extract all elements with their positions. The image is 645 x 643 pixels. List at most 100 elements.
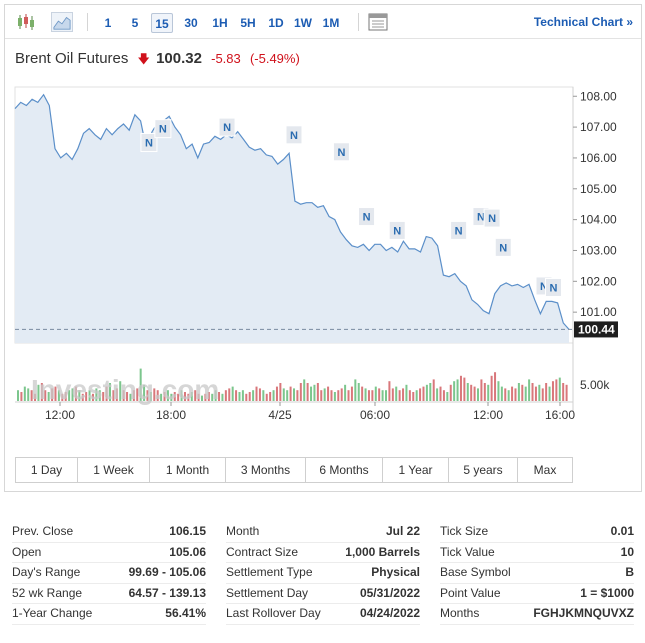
stats-row: Settlement Type Physical bbox=[226, 563, 420, 584]
volume-bar bbox=[511, 386, 514, 401]
timeframe-15[interactable]: 15 bbox=[151, 13, 173, 33]
stat-label: 52 wk Range bbox=[12, 585, 83, 600]
volume-bar bbox=[354, 379, 357, 401]
news-marker[interactable]: N bbox=[154, 119, 172, 139]
candlestick-icon[interactable] bbox=[15, 12, 37, 32]
timeframe-1w[interactable]: 1W bbox=[294, 16, 312, 30]
area-chart-icon[interactable] bbox=[51, 12, 73, 32]
volume-bar bbox=[248, 392, 251, 401]
news-marker[interactable]: N bbox=[285, 125, 303, 145]
news-marker[interactable]: N bbox=[494, 237, 512, 257]
volume-bar bbox=[201, 395, 204, 401]
volume-bar bbox=[347, 390, 350, 401]
technical-chart-link[interactable]: Technical Chart » bbox=[533, 15, 633, 29]
volume-bar bbox=[204, 393, 207, 401]
news-marker[interactable]: N bbox=[332, 142, 350, 162]
stats-column: Tick Size 0.01 Tick Value 10 Base Symbol B Poi… bbox=[440, 522, 634, 625]
volume-bar bbox=[313, 384, 316, 401]
range-1-day[interactable]: 1 Day bbox=[16, 458, 78, 482]
volume-bar bbox=[524, 386, 527, 401]
news-marker[interactable]: N bbox=[218, 117, 236, 137]
timeframe-5[interactable]: 5 bbox=[131, 16, 139, 30]
volume-bar bbox=[265, 393, 268, 401]
volume-bar bbox=[166, 390, 169, 401]
volume-bar bbox=[480, 379, 483, 401]
volume-bar bbox=[207, 392, 210, 401]
volume-bar bbox=[422, 386, 425, 401]
volume-bar bbox=[224, 390, 227, 401]
stat-value: 0.01 bbox=[610, 524, 634, 538]
volume-bar bbox=[194, 390, 197, 401]
volume-bar bbox=[282, 388, 285, 401]
x-tick-label: 06:00 bbox=[360, 408, 390, 422]
table-icon[interactable] bbox=[367, 12, 389, 32]
volume-bar bbox=[57, 390, 60, 401]
news-marker[interactable]: N bbox=[140, 133, 158, 153]
news-marker[interactable]: N bbox=[450, 220, 468, 240]
volume-bar bbox=[316, 383, 319, 401]
svg-text:N: N bbox=[549, 282, 557, 294]
volume-bar bbox=[459, 375, 462, 401]
volume-bar bbox=[500, 386, 503, 401]
volume-bar bbox=[381, 390, 384, 401]
volume-bar bbox=[419, 388, 422, 401]
volume-bar bbox=[562, 383, 565, 401]
svg-text:N: N bbox=[499, 242, 507, 254]
price-chart[interactable]: 108.00 107.00 106.00 105.00 104.00 103.00 102.… bbox=[5, 5, 641, 491]
volume-bar bbox=[517, 383, 520, 401]
stat-value: 64.57 - 139.13 bbox=[128, 585, 206, 600]
news-marker[interactable]: N bbox=[544, 277, 562, 297]
stat-value: 56.41% bbox=[165, 606, 206, 620]
volume-bar bbox=[289, 386, 292, 401]
svg-text:N: N bbox=[540, 281, 548, 293]
volume-bar bbox=[235, 390, 238, 401]
range-1-week[interactable]: 1 Week bbox=[78, 458, 150, 482]
volume-bar bbox=[398, 390, 401, 401]
volume-bar bbox=[105, 386, 108, 401]
volume-bar bbox=[371, 390, 374, 401]
volume-bar bbox=[214, 390, 217, 401]
toolbar-divider bbox=[87, 13, 88, 31]
chart-widget: 1 5 15 30 1H 5H 1D 1W 1M Technical Chart » Brent… bbox=[4, 4, 642, 492]
volume-bar bbox=[255, 386, 258, 401]
volume-bar bbox=[51, 388, 54, 401]
volume-bar bbox=[538, 384, 541, 401]
timeframe-30[interactable]: 30 bbox=[184, 16, 198, 30]
volume-bar bbox=[71, 388, 74, 401]
range-5-years[interactable]: 5 years bbox=[449, 458, 518, 482]
range-1-month[interactable]: 1 Month bbox=[150, 458, 226, 482]
timeframe-1h[interactable]: 1H bbox=[212, 16, 228, 30]
news-marker[interactable]: N bbox=[388, 220, 406, 240]
volume-bar bbox=[429, 383, 432, 401]
volume-bar bbox=[88, 390, 91, 401]
volume-bar bbox=[521, 384, 524, 401]
range-1-year[interactable]: 1 Year bbox=[383, 458, 449, 482]
volume-bar bbox=[218, 392, 221, 401]
news-marker[interactable]: N bbox=[483, 208, 501, 228]
volume-bar bbox=[190, 392, 193, 401]
stat-label: Months bbox=[440, 606, 480, 620]
timeframe-5h[interactable]: 5H bbox=[240, 16, 256, 30]
stats-row: Open 105.06 bbox=[12, 543, 206, 563]
volume-bar bbox=[310, 386, 313, 401]
range-6-months[interactable]: 6 Months bbox=[306, 458, 383, 482]
volume-bar bbox=[361, 386, 364, 401]
news-marker[interactable]: N bbox=[358, 207, 376, 227]
stats-row: 1-Year Change 56.41% bbox=[12, 604, 206, 625]
y-tick-label: 108.00 bbox=[580, 89, 617, 103]
timeframe-1m[interactable]: 1M bbox=[322, 16, 340, 30]
y-tick-label: 105.00 bbox=[580, 182, 617, 196]
volume-bar bbox=[153, 388, 156, 401]
range-3-months[interactable]: 3 Months bbox=[226, 458, 306, 482]
timeframe-1d[interactable]: 1D bbox=[268, 16, 284, 30]
volume-bar bbox=[275, 386, 278, 401]
volume-bar bbox=[449, 384, 452, 401]
range-max[interactable]: Max bbox=[533, 463, 557, 477]
volume-bar bbox=[333, 392, 336, 401]
stats-row: Point Value 1 = $1000 bbox=[440, 584, 634, 604]
volume-bar bbox=[385, 390, 388, 401]
price-change-percent: (-5.49%) bbox=[249, 51, 300, 66]
timeframe-1[interactable]: 1 bbox=[104, 16, 112, 30]
volume-bar bbox=[109, 383, 112, 401]
volume-bar bbox=[507, 390, 510, 401]
